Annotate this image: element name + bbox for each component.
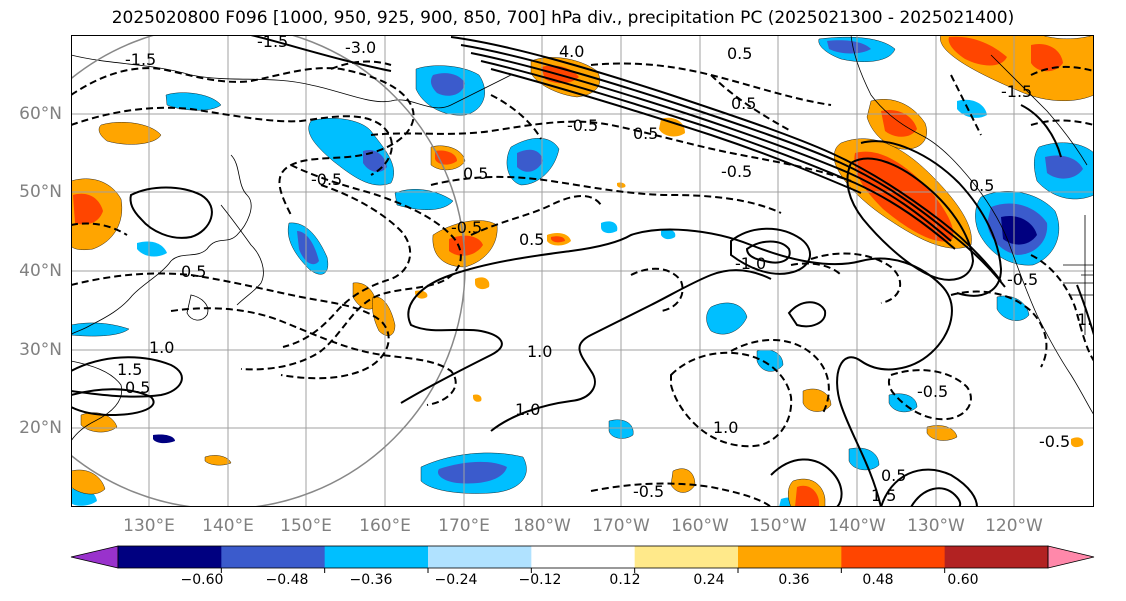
contour-label: 1.0 <box>515 400 540 419</box>
div-contours-negative <box>71 60 1094 507</box>
colorbar-segment <box>531 546 636 568</box>
contour-label: -0.5 <box>1007 270 1038 289</box>
colorbar-segment <box>221 546 326 568</box>
lon-label-140w: 140°W <box>828 516 886 536</box>
lon-label-170w: 170°W <box>592 516 650 536</box>
lat-label-60n: 60°N <box>19 104 62 124</box>
contour-label: -1.5 <box>125 50 156 69</box>
colorbar <box>70 545 1095 573</box>
map-title: 2025020800 F096 [1000, 950, 925, 900, 85… <box>111 8 1015 28</box>
colorbar-tick-label: −0.36 <box>349 572 393 588</box>
lon-label-130e: 130°E <box>123 516 175 536</box>
colorbar-tick-label: 0.36 <box>778 572 810 588</box>
contour-label: 0.5 <box>727 44 752 63</box>
contour-label: -0.5 <box>917 382 948 401</box>
lat-label-20n: 20°N <box>19 418 62 438</box>
map-frame <box>71 35 1094 507</box>
contour-label: 4.0 <box>559 42 584 61</box>
contour-label: -1.5 <box>1001 82 1032 101</box>
lat-label-50n: 50°N <box>19 182 62 202</box>
colorbar-tick-label: 0.48 <box>862 572 894 588</box>
lon-label-180w: 180°W <box>513 516 571 536</box>
lon-label-150w: 150°W <box>749 516 807 536</box>
contour-label: -0.5 <box>721 162 752 181</box>
contour-label: 0.5 <box>881 466 906 485</box>
lon-label-170e: 170°E <box>438 516 490 536</box>
contour-label: 0.5 <box>463 164 488 183</box>
contour-label: -0.5 <box>451 218 482 237</box>
contour-label: -1.5 <box>257 35 288 51</box>
colorbar-extend-max <box>1047 545 1095 569</box>
contour-label: 1.0 <box>527 342 552 361</box>
lon-label-160w: 160°W <box>671 516 729 536</box>
colorbar-segment <box>944 546 1049 568</box>
lon-label-130w: 130°W <box>907 516 965 536</box>
contour-label: 0.5 <box>633 124 658 143</box>
contour-label: -0.5 <box>633 482 664 501</box>
colorbar-frame <box>117 545 1049 569</box>
lon-label-160e: 160°E <box>359 516 411 536</box>
contour-label: 0.5 <box>969 176 994 195</box>
lon-label-150e: 150°E <box>280 516 332 536</box>
contour-label: -0.5 <box>311 170 342 189</box>
div-contours-positive <box>71 35 1094 507</box>
colorbar-segment <box>324 546 429 568</box>
lon-label-140e: 140°E <box>202 516 254 536</box>
colorbar-tick-label: −0.12 <box>518 572 562 588</box>
contour-label: 1.0 <box>149 338 174 357</box>
colorbar-tick-label: −0.24 <box>434 572 478 588</box>
colorbar-tick-label: 0.12 <box>609 572 641 588</box>
colorbar-segment <box>428 546 532 568</box>
contour-labels: -3.0 -1.5 -1.5 4.0 0.5 0.5 -0.5 0.5 -0.5… <box>117 35 1094 505</box>
contour-label: 1.5 <box>871 486 896 505</box>
contour-label: -0.5 <box>567 116 598 135</box>
colorbar-tick-label: 0.60 <box>947 572 979 588</box>
colorbar-segment <box>841 546 946 568</box>
colorbar-tick-label: −0.48 <box>265 572 309 588</box>
colorbar-segment <box>118 546 222 568</box>
colorbar-extend-min <box>70 545 119 569</box>
map-panel: -3.0 -1.5 -1.5 4.0 0.5 0.5 -0.5 0.5 -0.5… <box>71 35 1094 507</box>
contour-label: 1.0 <box>1077 310 1094 329</box>
contour-label: -3.0 <box>345 38 376 57</box>
contour-label: -1.0 <box>735 254 766 273</box>
colorbar-tick-label: 0.24 <box>693 572 725 588</box>
contour-label: 1.5 <box>117 360 142 379</box>
contour-label: 0.5 <box>181 262 206 281</box>
colorbar-segment <box>634 546 739 568</box>
lon-label-120w: 120°W <box>985 516 1043 536</box>
contour-label: 0.5 <box>125 378 150 397</box>
reference-circle <box>71 35 466 507</box>
contour-label: -0.5 <box>1039 432 1070 451</box>
coastlines <box>71 35 1094 442</box>
contour-label: 0.5 <box>731 94 756 113</box>
contour-label: 1.0 <box>713 418 738 437</box>
contour-label: 0.5 <box>519 230 544 249</box>
colorbar-segment <box>738 546 842 568</box>
lat-label-30n: 30°N <box>19 340 62 360</box>
lat-label-40n: 40°N <box>19 261 62 281</box>
colorbar-tick-label: −0.60 <box>180 572 224 588</box>
